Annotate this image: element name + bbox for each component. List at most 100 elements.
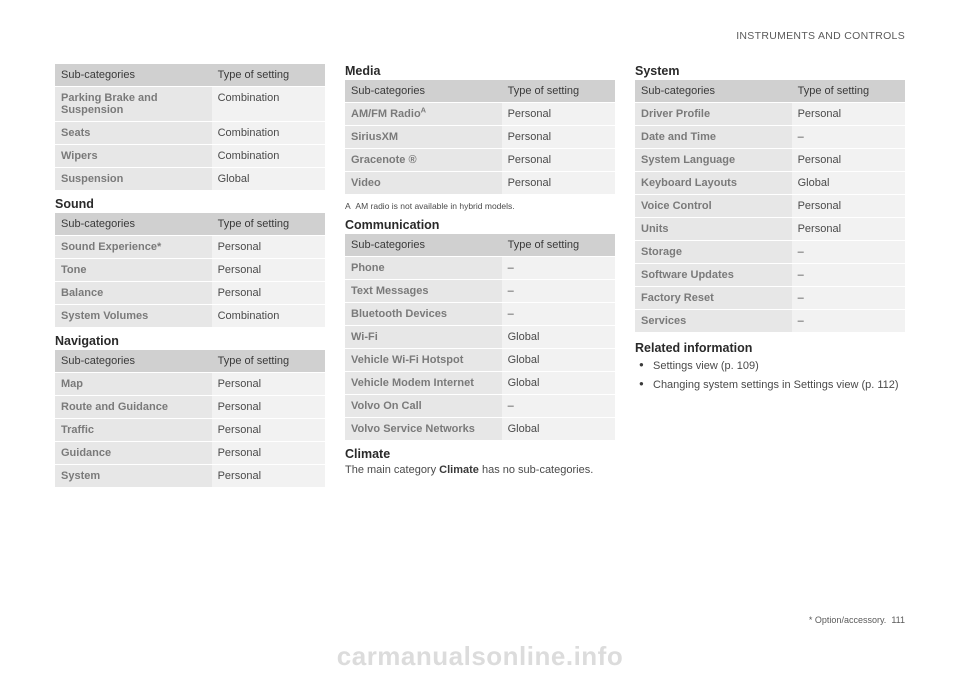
cell-subcategory: Driver Profile xyxy=(635,103,792,126)
table-sound: Sub-categoriesType of setting Sound Expe… xyxy=(55,213,325,328)
cell-subcategory: Bluetooth Devices xyxy=(345,303,502,326)
cell-type: Personal xyxy=(502,172,615,195)
cell-type: Personal xyxy=(212,373,325,396)
climate-body: The main category Climate has no sub-cat… xyxy=(345,463,615,478)
table-row: Vehicle Wi-Fi HotspotGlobal xyxy=(345,349,615,372)
header-type: Type of setting xyxy=(212,350,325,373)
chapter-header: INSTRUMENTS AND CONTROLS xyxy=(55,30,905,42)
table-row: SystemPersonal xyxy=(55,465,325,488)
cell-subcategory: Suspension xyxy=(55,168,212,191)
cell-subcategory: Video xyxy=(345,172,502,195)
cell-subcategory: Balance xyxy=(55,282,212,305)
table-row: Storage– xyxy=(635,241,905,264)
table-row: SeatsCombination xyxy=(55,122,325,145)
cell-type: Personal xyxy=(792,218,905,241)
table-top: Sub-categoriesType of setting Parking Br… xyxy=(55,64,325,191)
page-number: 111 xyxy=(891,615,905,625)
header-subcategories: Sub-categories xyxy=(55,350,212,373)
cell-type: Global xyxy=(792,172,905,195)
cell-subcategory: Volvo Service Networks xyxy=(345,418,502,441)
cell-subcategory: Map xyxy=(55,373,212,396)
cell-type: Combination xyxy=(212,122,325,145)
cell-subcategory: Date and Time xyxy=(635,126,792,149)
cell-type: Personal xyxy=(212,442,325,465)
content-columns: Sub-categoriesType of setting Parking Br… xyxy=(55,64,905,494)
cell-subcategory: Wi-Fi xyxy=(345,326,502,349)
table-row: Software Updates– xyxy=(635,264,905,287)
communication-heading: Communication xyxy=(345,218,615,232)
cell-type: – xyxy=(792,241,905,264)
header-subcategories: Sub-categories xyxy=(55,64,212,87)
header-type: Type of setting xyxy=(502,80,615,103)
climate-heading: Climate xyxy=(345,447,615,461)
cell-type: Personal xyxy=(792,149,905,172)
system-heading: System xyxy=(635,64,905,78)
cell-type: Personal xyxy=(212,236,325,259)
cell-subcategory: System Volumes xyxy=(55,305,212,328)
cell-type: Personal xyxy=(212,465,325,488)
cell-subcategory: Software Updates xyxy=(635,264,792,287)
cell-subcategory: Keyboard Layouts xyxy=(635,172,792,195)
footer-note: * Option/accessory. xyxy=(809,615,886,625)
column-2: Media Sub-categoriesType of setting AM/F… xyxy=(345,64,615,494)
table-row: Volvo Service NetworksGlobal xyxy=(345,418,615,441)
sound-heading: Sound xyxy=(55,197,325,211)
navigation-heading: Navigation xyxy=(55,334,325,348)
cell-subcategory: Sound Experience* xyxy=(55,236,212,259)
cell-type: – xyxy=(792,126,905,149)
cell-subcategory: Factory Reset xyxy=(635,287,792,310)
table-row: Volvo On Call– xyxy=(345,395,615,418)
cell-type: Personal xyxy=(212,419,325,442)
table-header-row: Sub-categoriesType of setting xyxy=(55,213,325,236)
cell-subcategory: Units xyxy=(635,218,792,241)
column-3: System Sub-categoriesType of setting Dri… xyxy=(635,64,905,494)
cell-type: Personal xyxy=(502,103,615,126)
related-item: Settings view (p. 109) xyxy=(635,359,905,374)
cell-type: Combination xyxy=(212,305,325,328)
header-type: Type of setting xyxy=(792,80,905,103)
cell-type: Personal xyxy=(212,259,325,282)
cell-subcategory: SiriusXM xyxy=(345,126,502,149)
cell-subcategory: Services xyxy=(635,310,792,333)
cell-type: – xyxy=(502,257,615,280)
table-media: Sub-categoriesType of setting AM/FM Radi… xyxy=(345,80,615,195)
table-row: SiriusXMPersonal xyxy=(345,126,615,149)
table-row: System VolumesCombination xyxy=(55,305,325,328)
media-heading: Media xyxy=(345,64,615,78)
cell-type: Combination xyxy=(212,87,325,122)
table-row: TonePersonal xyxy=(55,259,325,282)
cell-subcategory: Vehicle Wi-Fi Hotspot xyxy=(345,349,502,372)
column-1: Sub-categoriesType of setting Parking Br… xyxy=(55,64,325,494)
header-subcategories: Sub-categories xyxy=(635,80,792,103)
table-row: MapPersonal xyxy=(55,373,325,396)
cell-subcategory: Gracenote ® xyxy=(345,149,502,172)
cell-subcategory: Guidance xyxy=(55,442,212,465)
table-row: Date and Time– xyxy=(635,126,905,149)
table-row: Keyboard LayoutsGlobal xyxy=(635,172,905,195)
table-row: Text Messages– xyxy=(345,280,615,303)
table-row: SuspensionGlobal xyxy=(55,168,325,191)
page-footer: * Option/accessory. 111 xyxy=(809,615,905,625)
cell-subcategory: Voice Control xyxy=(635,195,792,218)
table-header-row: Sub-categoriesType of setting xyxy=(55,350,325,373)
table-row: Bluetooth Devices– xyxy=(345,303,615,326)
table-row: BalancePersonal xyxy=(55,282,325,305)
table-row: UnitsPersonal xyxy=(635,218,905,241)
cell-subcategory: Volvo On Call xyxy=(345,395,502,418)
cell-type: Personal xyxy=(212,396,325,419)
cell-type: – xyxy=(502,395,615,418)
table-row: Route and GuidancePersonal xyxy=(55,396,325,419)
media-footnote: A AM radio is not available in hybrid mo… xyxy=(345,201,615,212)
header-subcategories: Sub-categories xyxy=(55,213,212,236)
cell-subcategory: Seats xyxy=(55,122,212,145)
cell-type: Global xyxy=(502,418,615,441)
cell-type: – xyxy=(792,310,905,333)
cell-subcategory: Parking Brake and Suspension xyxy=(55,87,212,122)
related-item: Changing system settings in Settings vie… xyxy=(635,378,905,393)
cell-subcategory: System xyxy=(55,465,212,488)
table-header-row: Sub-categoriesType of setting xyxy=(345,80,615,103)
cell-type: Personal xyxy=(212,282,325,305)
table-communication: Sub-categoriesType of setting Phone–Text… xyxy=(345,234,615,441)
cell-subcategory: AM/FM RadioA xyxy=(345,103,502,126)
cell-subcategory: Phone xyxy=(345,257,502,280)
